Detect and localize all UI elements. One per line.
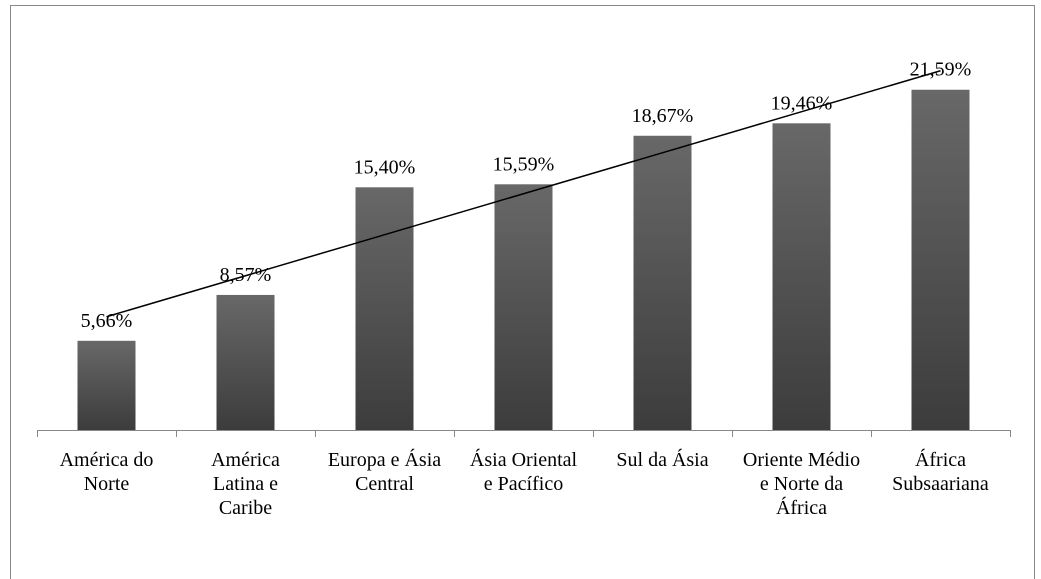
- chart-frame: [10, 5, 1035, 579]
- data-label: 18,67%: [632, 105, 694, 127]
- bar: [355, 187, 414, 430]
- bar: [772, 123, 831, 431]
- x-tick-label: Ásia Oriental e Pacífico: [469, 449, 578, 495]
- data-label: 8,57%: [220, 264, 272, 286]
- x-tick-label: Oriente Médio e Norte da África: [742, 449, 861, 519]
- data-label: 15,40%: [354, 156, 416, 178]
- x-tick-label: América do Norte: [59, 449, 154, 495]
- trend-line: [106, 70, 941, 318]
- data-label: 5,66%: [81, 310, 133, 332]
- bar: [911, 89, 970, 430]
- bar: [77, 340, 136, 430]
- bar: [633, 135, 692, 430]
- data-label: 15,59%: [493, 153, 555, 175]
- x-tick-label: África Subsaariana: [892, 449, 989, 495]
- data-label: 19,46%: [771, 92, 833, 114]
- x-tick-label: Europa e Ásia Central: [327, 449, 442, 495]
- x-tick-label: Sul da Ásia: [616, 449, 709, 471]
- bar: [494, 184, 553, 430]
- bar: [216, 294, 275, 430]
- x-tick-label: América Latina e Caribe: [211, 449, 280, 519]
